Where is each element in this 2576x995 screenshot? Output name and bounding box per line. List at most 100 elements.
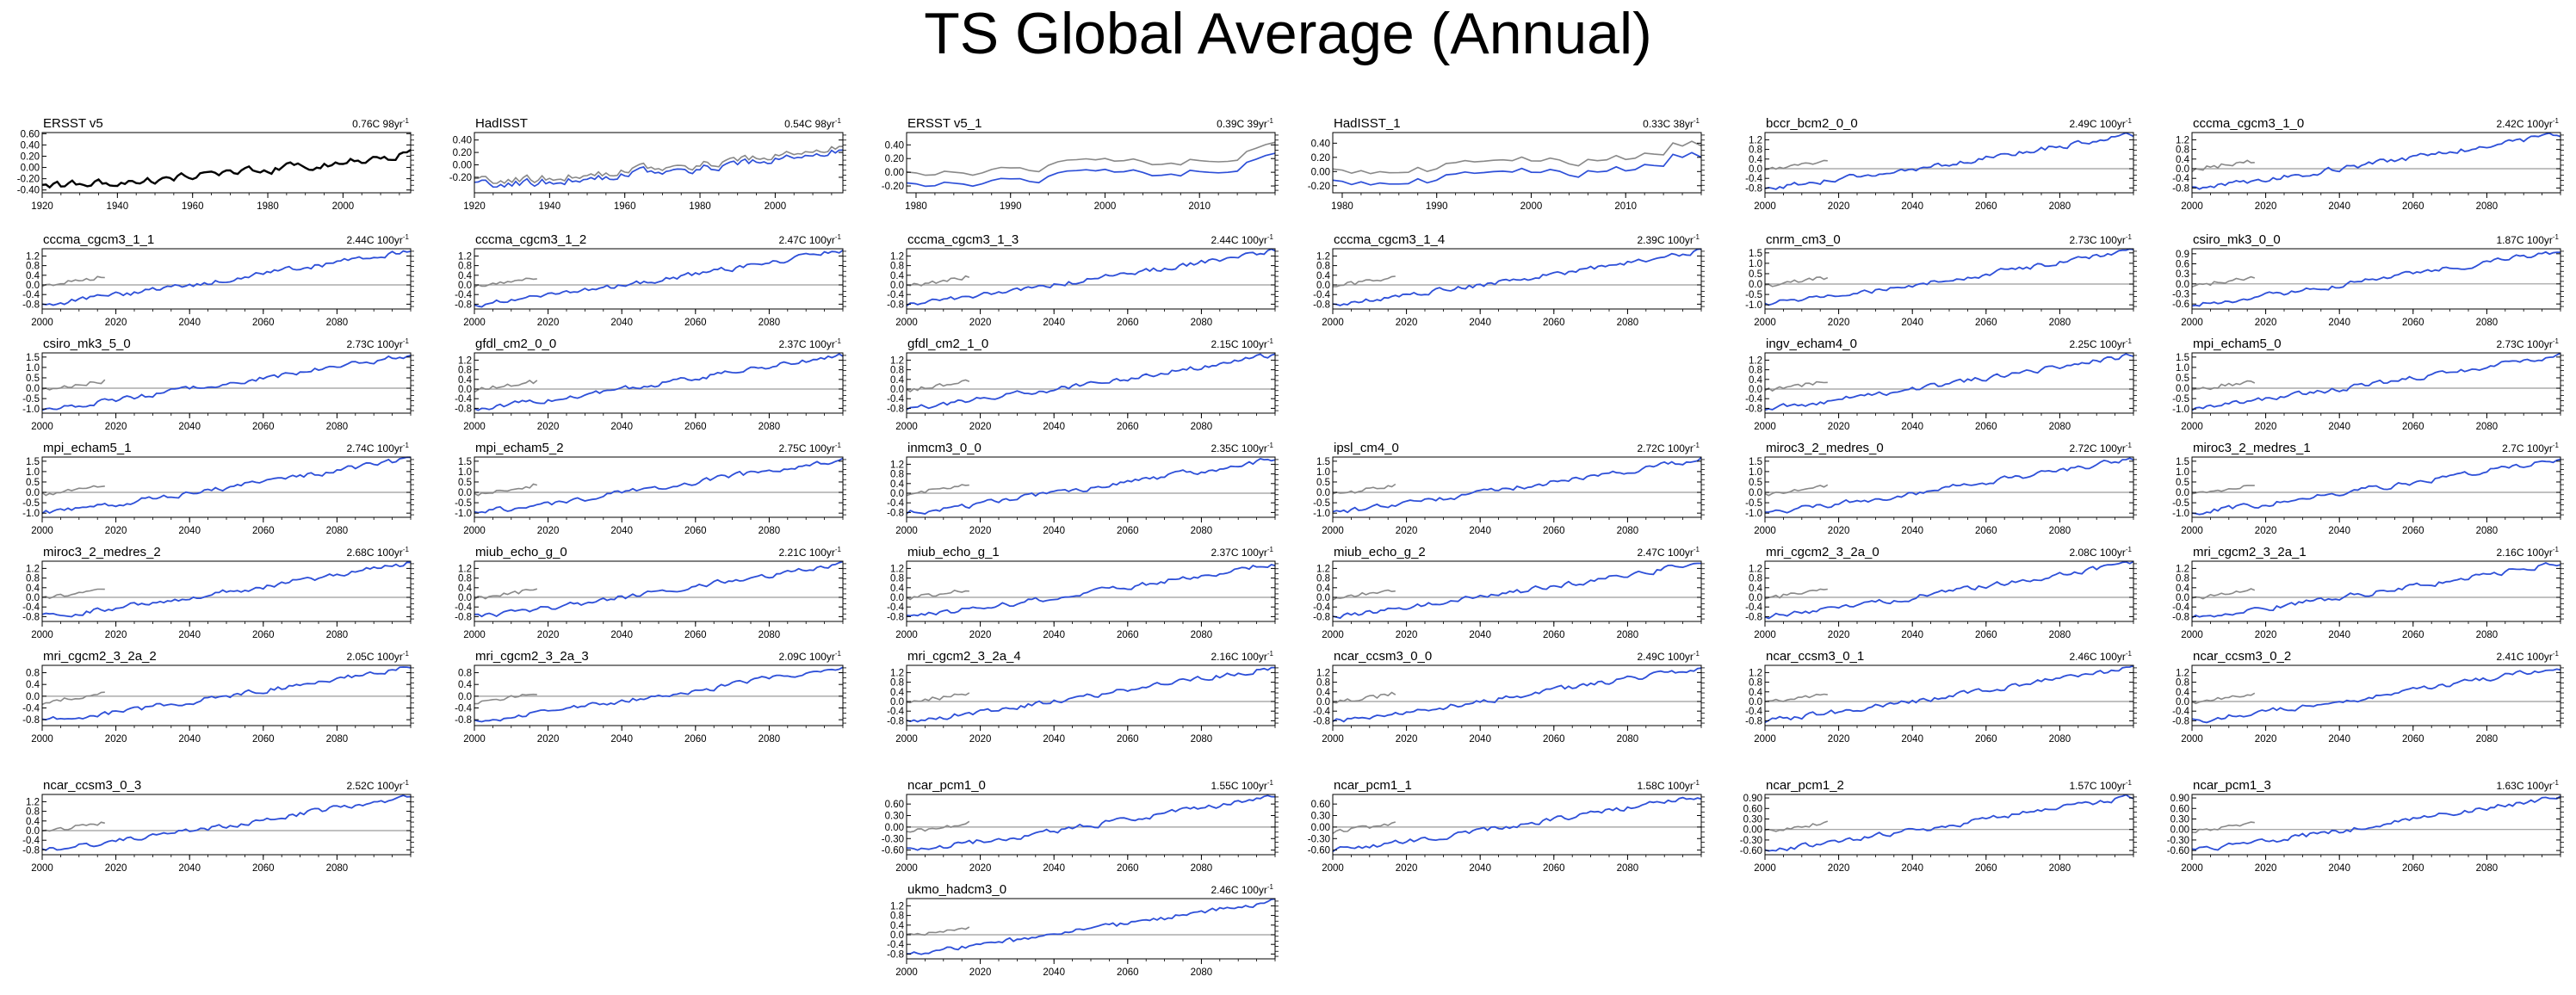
x-tick-label: 2040: [1469, 734, 1491, 745]
x-tick-label: 2040: [1043, 630, 1065, 640]
x-tick-label: 2020: [1828, 630, 1850, 640]
y-tick-label: 0.0: [1749, 697, 1762, 708]
obs-reference-line: [1332, 821, 1396, 835]
model-series-line: [2191, 668, 2561, 724]
y-tick-label: -1.0: [1745, 300, 1762, 311]
obs-reference-line: [474, 145, 844, 184]
x-tick-label: 2060: [1117, 318, 1139, 328]
x-tick-label: 2000: [332, 201, 355, 212]
y-tick-label: 1.2: [1749, 564, 1762, 574]
y-tick-label: 0.0: [1749, 488, 1762, 498]
x-tick-label: 2080: [326, 734, 349, 745]
x-tick-label: 1920: [31, 201, 53, 212]
trend-label: 2.73C 100yr-1: [2497, 337, 2560, 350]
panel-gfdl-cm2-0-0: gfdl_cm2_0_0 2.37C 100yr-1 1.2 0.8 0.4 0.0 -0.…: [432, 327, 852, 441]
panel-title: ncar_pcm1_2: [1766, 778, 1844, 793]
model-series-line: [906, 666, 1275, 723]
x-tick-label: 2060: [1117, 630, 1139, 640]
trend-label: 0.54C 98yr-1: [784, 117, 841, 130]
panel-cccma-cgcm3-1-4: cccma_cgcm3_1_4 2.39C 100yr-1 1.2 0.8 0.4 0.0…: [1291, 223, 1711, 337]
panel-mpi-echam5-1: mpi_echam5_1 2.74C 100yr-1 1.5 1.0 0.5 0.0 -0.…: [0, 431, 420, 545]
obs-reference-line: [906, 692, 970, 704]
x-tick-label: 2060: [2402, 630, 2424, 640]
panel-title: HadISST_1: [1334, 116, 1401, 131]
y-tick-label: 0.0: [1749, 164, 1762, 175]
y-tick-label: 0.0: [458, 692, 472, 702]
x-tick-label: 2020: [537, 422, 560, 432]
y-tick-label: -0.4: [1313, 707, 1330, 717]
obs-reference-line: [1764, 380, 1828, 392]
x-tick-label: 1990: [1426, 201, 1448, 212]
x-tick-label: 2060: [252, 422, 275, 432]
y-tick-label: -0.8: [887, 612, 904, 622]
panel-title: cccma_cgcm3_1_2: [475, 232, 586, 247]
y-tick-label: 1.0: [1749, 259, 1762, 269]
model-series-line: [41, 456, 411, 515]
trend-unit: -1: [403, 117, 410, 125]
trend-unit: -1: [1267, 779, 1274, 787]
obs-reference-line: [906, 275, 970, 287]
x-tick-label: 2000: [463, 734, 486, 745]
y-tick-label: 0.4: [890, 271, 905, 281]
model-series-line: [474, 560, 844, 618]
y-tick-label: 0.0: [1749, 385, 1762, 395]
panel-mri-cgcm2-3-2a-3: mri_cgcm2_3_2a_3 2.09C 100yr-1 0.8 0.4 0.0 -0…: [432, 640, 852, 753]
trend-label: 0.33C 38yr-1: [1643, 117, 1700, 130]
obs-reference-line: [2191, 380, 2256, 391]
x-tick-label: 2000: [463, 630, 486, 640]
x-tick-label: 2040: [2328, 734, 2350, 745]
panel-title: ncar_ccsm3_0_1: [1766, 649, 1864, 664]
x-tick-label: 2040: [1901, 318, 1923, 328]
x-tick-label: 1940: [539, 201, 561, 212]
x-tick-label: 2020: [969, 630, 992, 640]
model-series-line: [41, 666, 412, 721]
x-tick-label: 2080: [2049, 201, 2071, 212]
y-tick-label: 0.40: [1311, 139, 1330, 149]
trend-unit: -1: [2553, 650, 2560, 658]
trend-unit: -1: [403, 337, 410, 345]
x-tick-label: 2000: [1322, 734, 1344, 745]
y-tick-label: 0.4: [26, 584, 40, 594]
x-tick-label: 2020: [105, 422, 127, 432]
panel-ncar-pcm1-3: ncar_pcm1_3 1.63C 100yr-1 0.90 0.60 0.30 0.00…: [2150, 769, 2570, 882]
x-tick-label: 2080: [2049, 526, 2071, 536]
y-tick-label: 0.5: [26, 374, 40, 384]
x-tick-label: 1980: [257, 201, 279, 212]
trend-label: 2.09C 100yr-1: [779, 650, 842, 663]
x-tick-label: 1990: [1000, 201, 1022, 212]
y-tick-label: 0.0: [26, 281, 40, 291]
panel-title: ncar_ccsm3_0_0: [1334, 649, 1432, 664]
chart-svg: cccma_cgcm3_1_4 2.39C 100yr-1 1.20.80.40.0…: [1313, 232, 1705, 328]
y-tick-label: 1.5: [1749, 249, 1762, 259]
panel-ipsl-cm4-0: ipsl_cm4_0 2.72C 100yr-1 1.5 1.0 0.5 0.0 -0.5-…: [1291, 431, 1711, 545]
panel-ncar-ccsm3-0-3: ncar_ccsm3_0_3 2.52C 100yr-1 1.2 0.8 0.4 0.0-…: [0, 769, 420, 882]
y-tick-label: 0.9: [2176, 250, 2189, 260]
panel-title: ncar_pcm1_3: [2193, 778, 2271, 793]
panel-title: csiro_mk3_5_0: [43, 337, 131, 351]
x-tick-label: 2040: [610, 318, 633, 328]
trend-label: 2.72C 100yr-1: [1638, 442, 1700, 454]
y-tick-label: 1.5: [1316, 457, 1330, 467]
y-tick-label: 0.8: [890, 912, 904, 922]
x-tick-label: 2040: [1901, 526, 1923, 536]
x-tick-label: 2080: [2049, 630, 2071, 640]
x-tick-label: 2020: [1396, 526, 1418, 536]
x-tick-label: 2040: [2328, 630, 2350, 640]
y-tick-label: -0.4: [887, 498, 904, 509]
x-tick-label: 2020: [2255, 863, 2277, 874]
y-tick-label: 0.8: [458, 574, 472, 584]
figure-title: TS Global Average (Annual): [924, 1, 1652, 66]
y-tick-label: 1.0: [2176, 467, 2189, 478]
model-series-line: [906, 353, 1276, 411]
y-tick-label: -1.0: [455, 509, 472, 519]
x-tick-label: 2000: [895, 422, 918, 432]
x-tick-label: 2060: [684, 526, 707, 536]
obs-reference-line: [906, 379, 970, 392]
trend-label: 2.47C 100yr-1: [779, 233, 842, 246]
y-tick-label: 0.60: [1743, 804, 1762, 814]
y-tick-label: -1.0: [22, 405, 40, 415]
x-tick-label: 2000: [2181, 630, 2203, 640]
x-tick-label: 2000: [895, 526, 918, 536]
y-tick-label: -0.8: [455, 715, 472, 726]
x-tick-label: 1980: [689, 201, 711, 212]
